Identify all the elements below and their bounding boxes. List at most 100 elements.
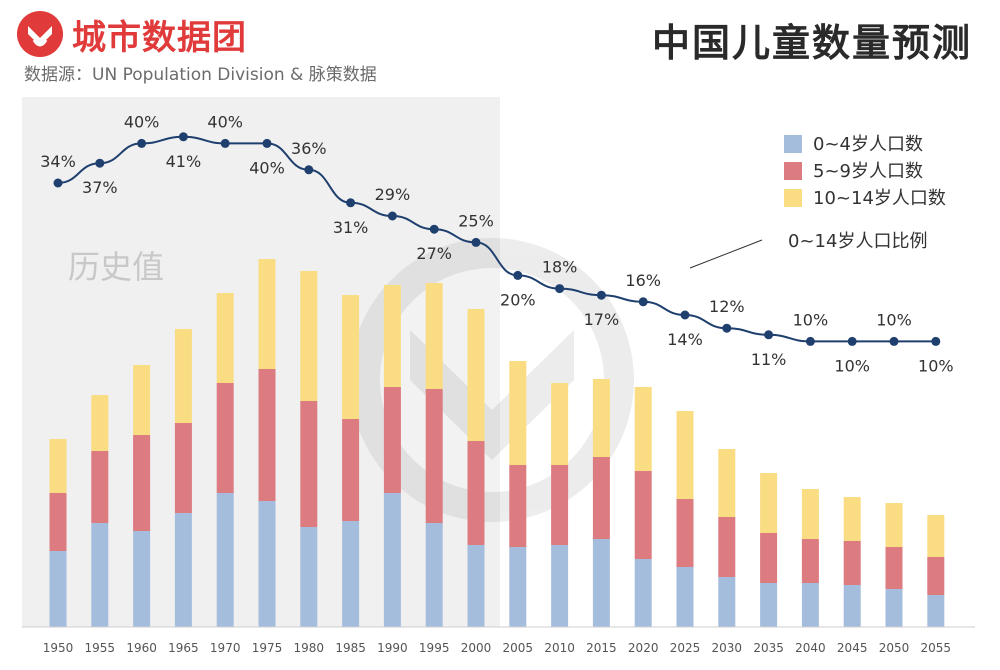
bar-age-10-14-2020 [634,387,652,471]
ratio-label-2005: 20% [500,290,536,309]
bar-age-0-4-1965 [174,513,192,627]
bar-age-5-9-1995 [425,389,443,523]
x-tick-label: 2010 [544,641,575,655]
ratio-point-2005 [513,270,523,280]
ratio-label-1960: 40% [124,112,160,131]
ratio-point-1995 [429,224,439,234]
bar-age-10-14-1990 [383,285,401,387]
ratio-label-1965: 41% [166,152,202,171]
data-source: 数据源：UN Population Division & 脉策数据 [24,65,377,85]
legend-swatch [784,135,802,153]
ratio-label-2045: 10% [834,356,870,375]
x-tick-label: 2000 [461,641,492,655]
bar-age-5-9-2015 [592,457,610,539]
bar-age-5-9-1980 [300,401,318,527]
ratio-label-1975: 40% [249,158,285,177]
ratio-point-2025 [680,310,690,320]
x-tick-label: 1970 [210,641,241,655]
x-tick-label: 2050 [879,641,910,655]
x-tick-label: 1980 [294,641,325,655]
x-tick-label: 2025 [670,641,701,655]
bar-age-0-4-2040 [801,583,819,627]
x-tick-label: 2045 [837,641,868,655]
legend-label: 0~4岁人口数 [813,134,923,155]
bar-age-0-4-1950 [49,551,67,627]
ratio-label-2050: 10% [876,310,912,329]
legend-swatch [784,162,802,180]
bar-age-0-4-2050 [885,589,903,627]
bar-age-10-14-1950 [49,439,67,493]
legend-label: 5~9岁人口数 [813,161,923,182]
bar-age-10-14-1985 [342,295,360,419]
x-tick-label: 2005 [503,641,534,655]
ratio-point-2000 [471,237,481,247]
ratio-label-1950: 34% [40,152,76,171]
bar-age-0-4-1975 [258,501,276,627]
ratio-point-1980 [304,165,314,175]
legend-label: 10~14岁人口数 [813,188,946,209]
bar-age-0-4-2005 [509,547,527,627]
bar-age-0-4-1970 [216,493,234,627]
ratio-point-1950 [53,178,63,188]
bar-age-10-14-1975 [258,259,276,369]
bar-age-10-14-2005 [509,361,527,465]
ratio-label-2035: 11% [751,350,787,369]
x-tick-label: 2040 [795,641,826,655]
x-tick-label: 1995 [419,641,450,655]
bar-age-5-9-2030 [718,517,736,577]
bar-age-10-14-1960 [133,365,151,435]
bar-age-10-14-2030 [718,449,736,517]
ratio-line [57,135,936,343]
legend: 0~4岁人口数 5~9岁人口数 10~14岁人口数 [784,134,946,209]
bar-age-10-14-2055 [927,515,945,557]
ratio-label-1955: 37% [82,178,118,197]
ratio-label-2055: 10% [918,356,954,375]
ratio-label-2015: 17% [584,310,620,329]
bar-age-0-4-2025 [676,567,694,627]
callout-line [689,239,763,269]
bar-age-10-14-2045 [843,497,861,541]
ratio-point-2035 [764,330,774,340]
historical-region-label: 历史值 [68,248,164,286]
ratio-label-2040: 10% [793,310,829,329]
bar-age-10-14-1955 [91,395,109,451]
bar-age-0-4-2010 [551,545,569,627]
brand-logo-icon [17,11,63,57]
x-tick-label: 1960 [126,641,157,655]
x-tick-label: 2055 [921,641,952,655]
ratio-point-2010 [555,284,565,294]
bar-age-0-4-2015 [592,539,610,627]
bar-age-5-9-1960 [133,435,151,531]
x-tick-label: 1975 [252,641,283,655]
ratio-point-1970 [220,138,230,148]
bar-age-5-9-2055 [927,557,945,595]
bar-age-5-9-2040 [801,539,819,583]
bar-age-0-4-1960 [133,531,151,627]
legend-swatch [784,189,802,207]
bar-age-5-9-1955 [91,451,109,523]
ratio-label-1985: 31% [333,218,369,237]
bar-age-0-4-2020 [634,559,652,627]
ratio-point-2020 [638,297,648,307]
x-tick-label: 1950 [43,641,74,655]
brand-name: 城市数据团 [72,18,247,58]
bar-age-10-14-2025 [676,411,694,499]
bar-age-5-9-2020 [634,471,652,559]
bar-age-10-14-1980 [300,271,318,401]
ratio-label-1990: 29% [375,185,411,204]
page-title: 中国儿童数量预测 [651,21,972,65]
bar-age-10-14-2010 [551,383,569,465]
bar-age-5-9-1990 [383,387,401,493]
x-tick-label: 1955 [85,641,116,655]
ratio-point-2045 [847,336,857,346]
x-tick-label: 2030 [712,641,743,655]
bar-age-5-9-1985 [342,419,360,521]
ratio-label-2000: 25% [458,211,494,230]
x-tick-label: 2035 [753,641,784,655]
x-tick-label: 1990 [377,641,408,655]
bar-age-5-9-2050 [885,547,903,589]
bar-age-0-4-1955 [91,523,109,627]
ratio-point-1975 [262,138,272,148]
ratio-point-1990 [387,211,397,221]
bar-age-0-4-2030 [718,577,736,627]
